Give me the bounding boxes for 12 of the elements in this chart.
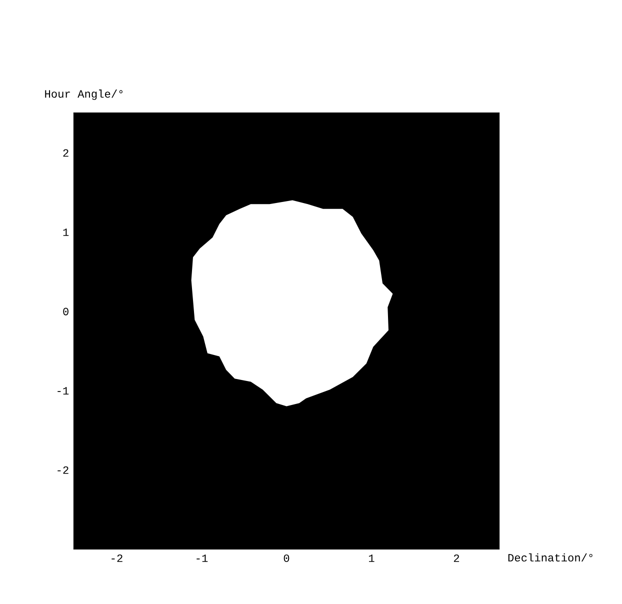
- y-tick-label: -1: [58, 387, 69, 394]
- x-tick-label: 1: [368, 554, 374, 562]
- y-tick-label: 1: [63, 228, 69, 236]
- y-tick-label: -2: [58, 466, 68, 474]
- y-tick-label: 2: [63, 149, 68, 157]
- x-tick-label: 0: [284, 554, 290, 562]
- x-tick-label: -1: [196, 554, 208, 562]
- x-axis-title: Declination/°: [508, 553, 592, 562]
- y-tick-label: 0: [63, 308, 68, 316]
- x-tick-label: -2: [112, 554, 122, 562]
- x-tick-label: 2: [454, 554, 460, 562]
- y-axis-title: Hour Angle/°: [45, 90, 122, 100]
